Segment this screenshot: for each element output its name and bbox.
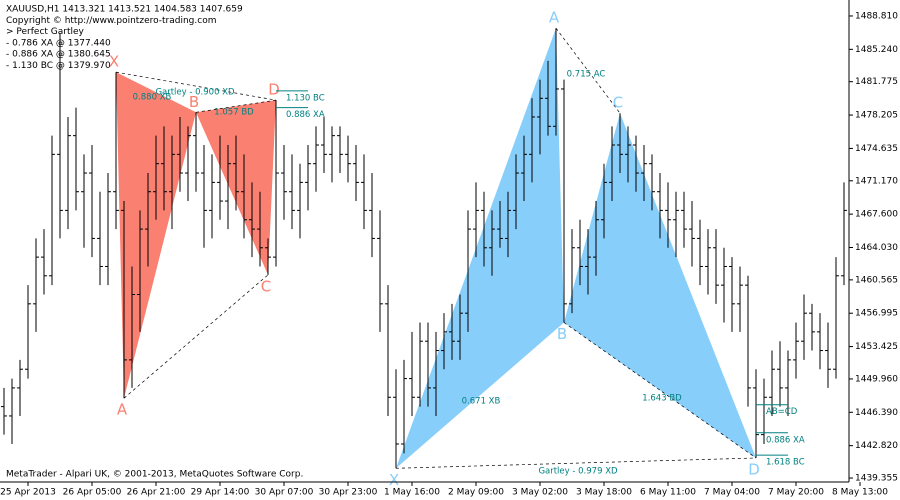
y-tick-label: 1467.600 — [855, 210, 898, 220]
footer: MetaTrader - Alpari UK, © 2001-2013, Met… — [6, 470, 303, 480]
pattern-dash — [123, 274, 269, 399]
y-tick-label: 1453.425 — [855, 342, 898, 352]
point-label: B — [557, 325, 567, 343]
y-tick-label: 1485.240 — [855, 45, 898, 55]
y-tick-label: 1488.810 — [855, 11, 898, 21]
x-tick-label: 30 Apr 23:00 — [319, 488, 378, 498]
ratio-label: 0.880 XB — [133, 93, 172, 103]
ratio-label: 1.057 BD — [214, 108, 254, 118]
point-label: A — [117, 401, 128, 419]
level-label: 1.618 BC — [766, 458, 805, 468]
x-tick-label: 30 Apr 07:00 — [255, 488, 314, 498]
x-tick-label: 7 May 20:00 — [768, 488, 824, 498]
y-tick-label: 1460.565 — [855, 275, 898, 285]
x-tick-label: 3 May 02:00 — [512, 488, 568, 498]
info-line: - 1.130 BC @ 1379.970 — [6, 61, 111, 71]
ratio-label: 1.643 BD — [642, 394, 682, 404]
y-tick-label: 1449.960 — [855, 374, 898, 384]
y-tick-label: 1471.170 — [855, 176, 898, 186]
x-tick-label: 6 May 11:00 — [640, 488, 696, 498]
info-line: - 0.786 XA @ 1377.440 — [6, 38, 111, 48]
point-label: C — [613, 94, 623, 112]
pattern-dash — [395, 457, 757, 469]
x-tick-label: 25 Apr 2013 — [0, 488, 56, 498]
pattern-triangle — [116, 72, 196, 399]
level-label: 0.886 XA — [766, 435, 805, 445]
x-tick-label: 2 May 09:00 — [448, 488, 504, 498]
pattern-triangle — [564, 113, 756, 458]
point-label: A — [549, 9, 560, 27]
y-tick-label: 1464.030 — [855, 243, 898, 253]
point-label: X — [389, 471, 399, 489]
x-tick-label: 7 May 04:00 — [704, 488, 760, 498]
level-label: AB=CD — [766, 407, 798, 417]
info-line: > Perfect Gartley — [6, 27, 85, 37]
ratio-label: Gartley - 0.900 XD — [155, 88, 235, 98]
y-tick-label: 1474.635 — [855, 144, 898, 154]
info-line: XAUUSD,H1 1413.321 1413.521 1404.583 140… — [6, 5, 243, 15]
x-tick-label: 29 Apr 14:00 — [191, 488, 250, 498]
info-line: - 0.886 XA @ 1380.645 — [6, 50, 111, 60]
level-label: 0.886 XA — [286, 110, 325, 120]
ratio-label: Gartley - 0.979 XD — [538, 467, 618, 477]
ratio-label: 0.671 XB — [462, 397, 501, 407]
x-tick-label: 1 May 16:00 — [384, 488, 440, 498]
x-tick-label: 8 May 13:00 — [832, 488, 888, 498]
pattern-dash — [195, 99, 277, 113]
info-line: Copyright © http://www.pointzero-trading… — [6, 16, 216, 26]
pattern-triangle — [396, 28, 564, 469]
y-tick-label: 1446.390 — [855, 408, 898, 418]
y-tick-label: 1442.820 — [855, 441, 898, 451]
point-label: D — [268, 81, 280, 99]
y-tick-label: 1481.775 — [855, 77, 898, 87]
point-label: X — [109, 53, 119, 71]
level-label: 1.130 BC — [286, 93, 325, 103]
point-label: C — [261, 277, 271, 295]
y-tick-label: 1439.355 — [855, 474, 898, 484]
ratio-label: 0.715 AC — [567, 70, 606, 80]
point-label: D — [748, 460, 760, 478]
y-tick-label: 1478.205 — [855, 111, 898, 121]
x-tick-label: 3 May 18:00 — [576, 488, 632, 498]
x-tick-label: 26 Apr 05:00 — [63, 488, 122, 498]
x-tick-label: 26 Apr 21:00 — [127, 488, 186, 498]
y-tick-label: 1456.995 — [855, 309, 898, 319]
point-label: B — [189, 93, 199, 111]
